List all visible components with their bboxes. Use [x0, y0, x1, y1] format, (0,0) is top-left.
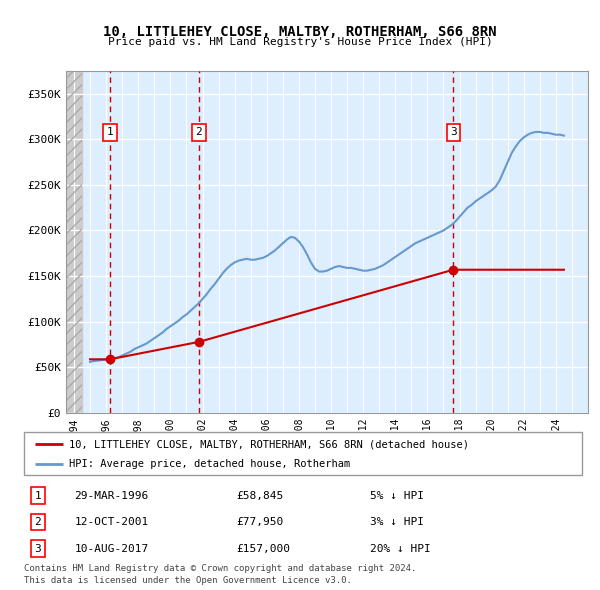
Text: 2: 2	[35, 517, 41, 527]
Text: Contains HM Land Registry data © Crown copyright and database right 2024.: Contains HM Land Registry data © Crown c…	[24, 565, 416, 573]
Text: 10-AUG-2017: 10-AUG-2017	[74, 543, 148, 553]
Text: £157,000: £157,000	[236, 543, 290, 553]
Bar	[66, 71, 82, 413]
Text: 29-MAR-1996: 29-MAR-1996	[74, 491, 148, 501]
Text: £77,950: £77,950	[236, 517, 283, 527]
Text: Price paid vs. HM Land Registry's House Price Index (HPI): Price paid vs. HM Land Registry's House …	[107, 37, 493, 47]
Text: 3: 3	[450, 127, 457, 137]
Text: HPI: Average price, detached house, Rotherham: HPI: Average price, detached house, Roth…	[68, 460, 350, 469]
Bar	[82, 71, 588, 413]
Text: 20% ↓ HPI: 20% ↓ HPI	[370, 543, 431, 553]
Text: 3% ↓ HPI: 3% ↓ HPI	[370, 517, 424, 527]
Text: 2: 2	[196, 127, 202, 137]
Text: 5% ↓ HPI: 5% ↓ HPI	[370, 491, 424, 501]
Text: 12-OCT-2001: 12-OCT-2001	[74, 517, 148, 527]
Text: 1: 1	[35, 491, 41, 501]
Bar	[66, 71, 82, 413]
FancyBboxPatch shape	[24, 432, 582, 475]
Text: This data is licensed under the Open Government Licence v3.0.: This data is licensed under the Open Gov…	[24, 576, 352, 585]
Text: 10, LITTLEHEY CLOSE, MALTBY, ROTHERHAM, S66 8RN: 10, LITTLEHEY CLOSE, MALTBY, ROTHERHAM, …	[103, 25, 497, 39]
Text: 3: 3	[35, 543, 41, 553]
Text: 10, LITTLEHEY CLOSE, MALTBY, ROTHERHAM, S66 8RN (detached house): 10, LITTLEHEY CLOSE, MALTBY, ROTHERHAM, …	[68, 440, 469, 450]
Text: £58,845: £58,845	[236, 491, 283, 501]
Text: 1: 1	[106, 127, 113, 137]
